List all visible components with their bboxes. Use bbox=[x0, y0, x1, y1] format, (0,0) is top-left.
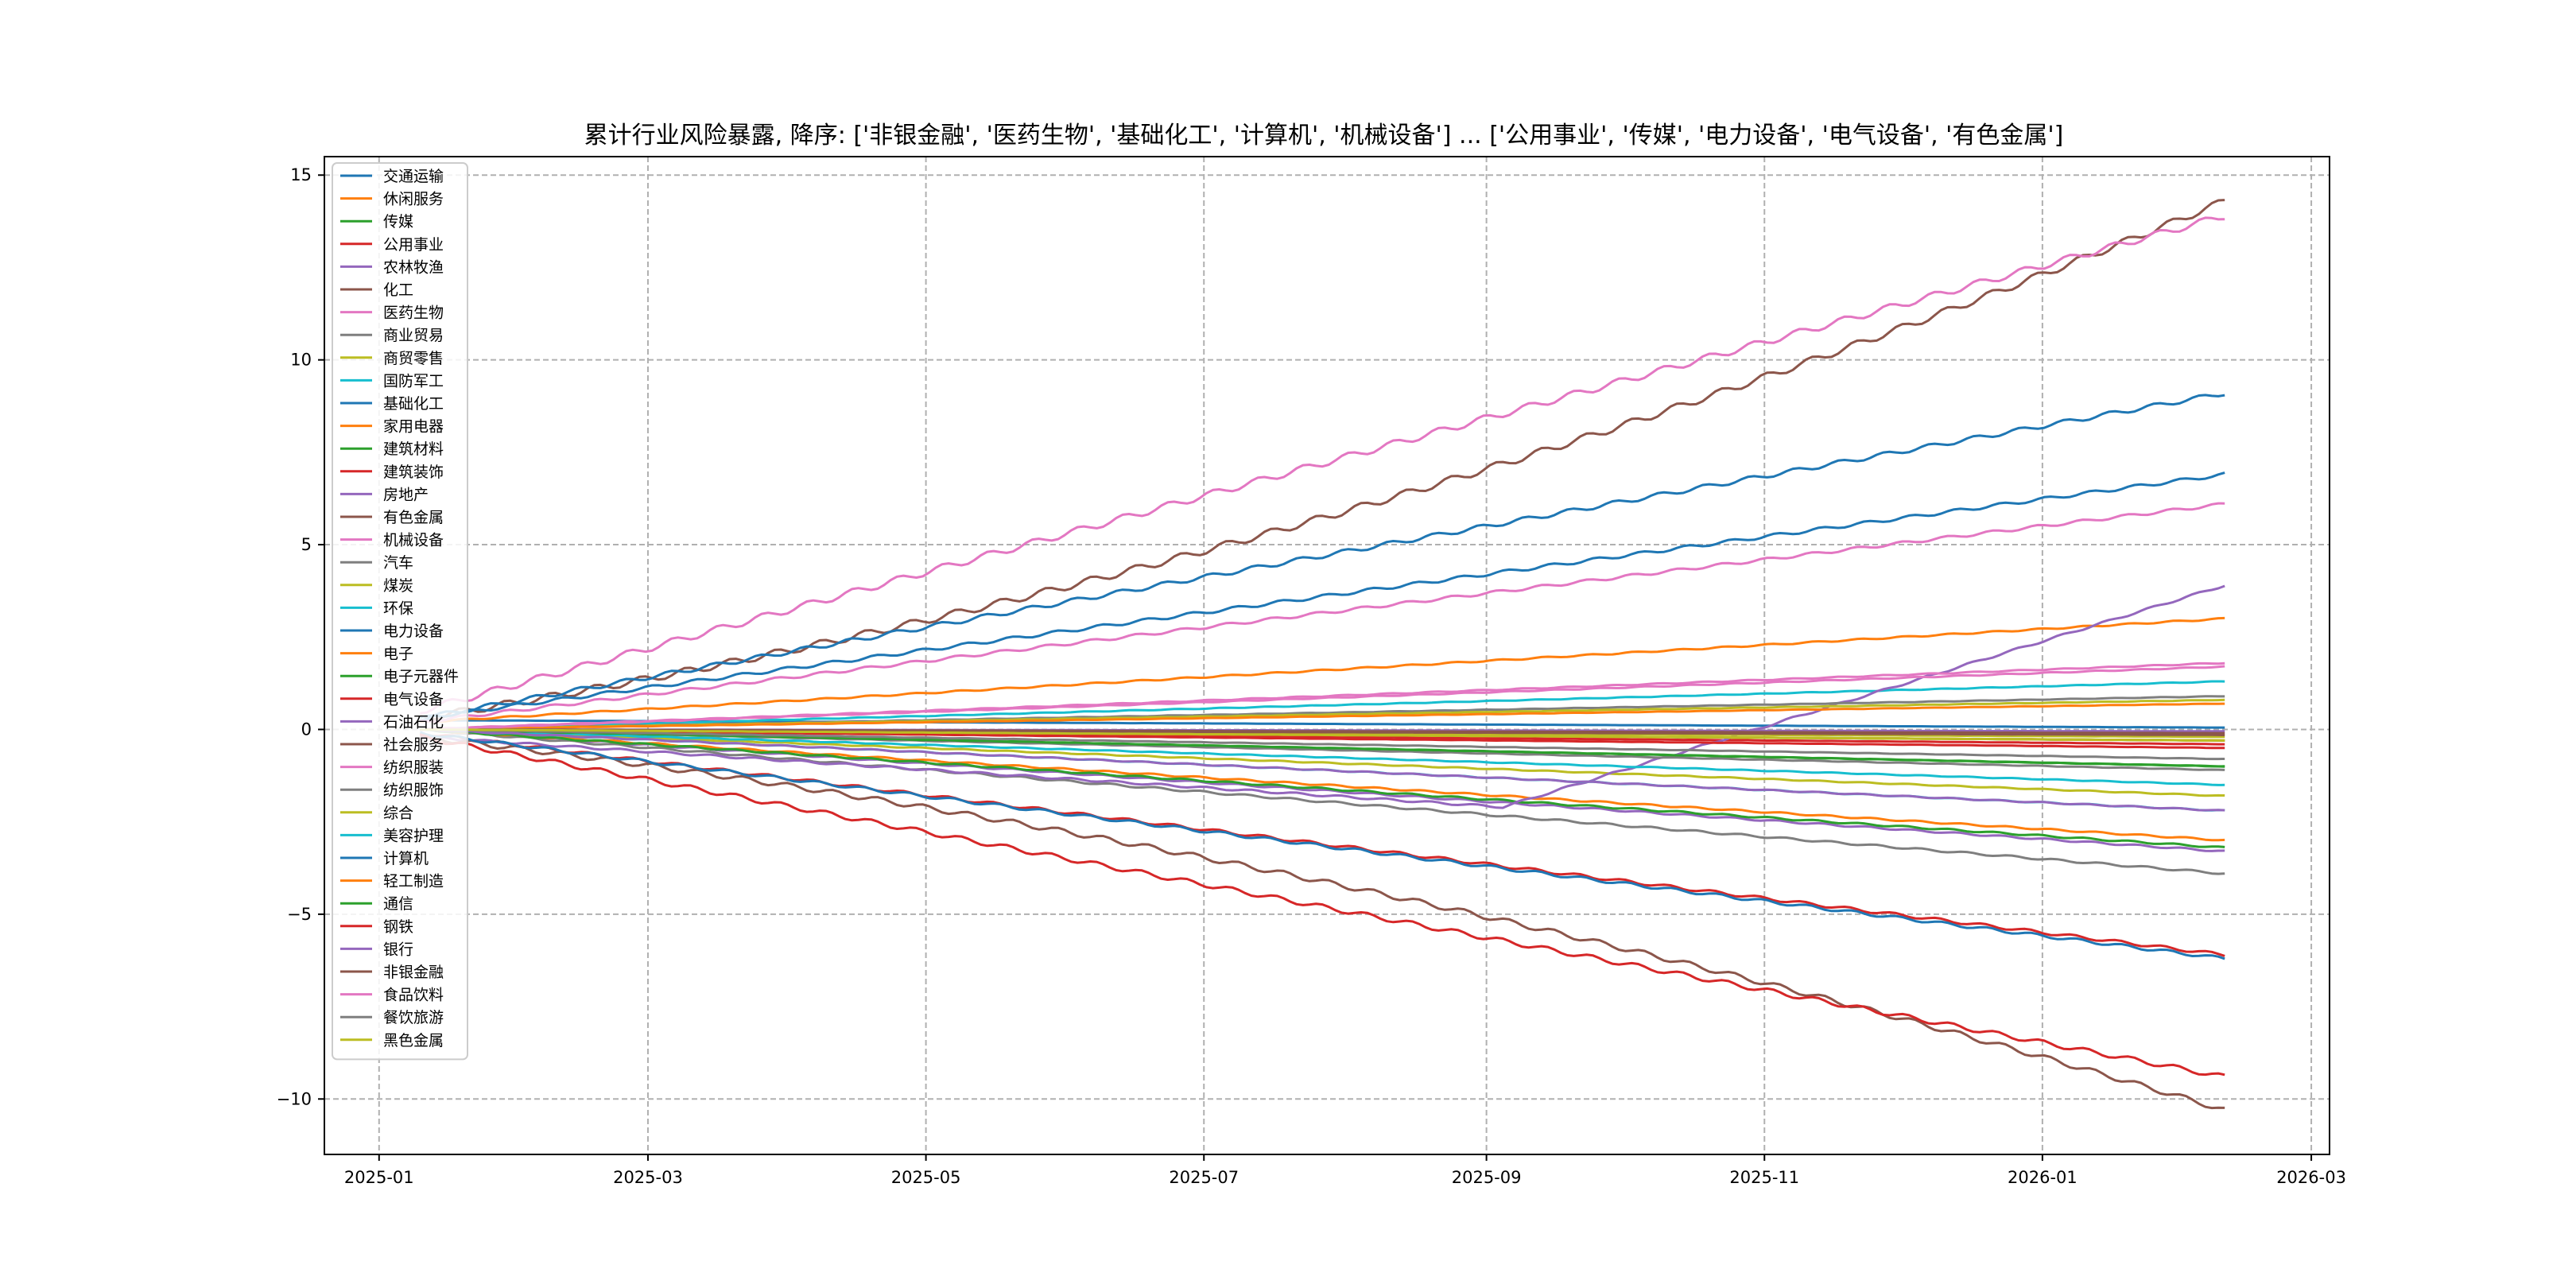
series-line bbox=[420, 728, 2225, 786]
legend-label: 煤炭 bbox=[383, 577, 413, 595]
legend-label: 商贸零售 bbox=[383, 350, 444, 367]
legend-label: 电力设备 bbox=[383, 623, 444, 640]
y-tick-label: 10 bbox=[290, 351, 312, 370]
x-tick-label: 2025-11 bbox=[1729, 1168, 1799, 1187]
x-axis: 2025-01 2025-03 2025-05 2025-07 2025-09 2025-… bbox=[344, 1154, 2346, 1187]
legend-label: 家用电器 bbox=[383, 418, 444, 436]
x-tick-label: 2025-05 bbox=[891, 1168, 961, 1187]
legend-label: 计算机 bbox=[383, 850, 429, 867]
legend-label: 非银金融 bbox=[383, 964, 444, 981]
legend-label: 农林牧渔 bbox=[383, 258, 444, 276]
legend-label: 纺织服装 bbox=[383, 759, 444, 777]
legend-label: 建筑材料 bbox=[383, 440, 444, 458]
series-line bbox=[420, 728, 2225, 875]
x-tick-label: 2025-09 bbox=[1452, 1168, 1522, 1187]
legend-label: 环保 bbox=[383, 599, 413, 617]
series-line bbox=[420, 502, 2225, 723]
legend-label: 轻工制造 bbox=[383, 873, 444, 890]
series-line bbox=[420, 471, 2225, 719]
legend-label: 食品饮料 bbox=[383, 987, 444, 1004]
series-line bbox=[419, 733, 2225, 1077]
legend-label: 餐饮旅游 bbox=[383, 1009, 444, 1026]
series-line bbox=[420, 680, 2225, 731]
legend-label: 社会服务 bbox=[383, 736, 444, 754]
legend-label: 纺织服饰 bbox=[383, 782, 444, 799]
legend-label: 商业贸易 bbox=[383, 327, 444, 344]
series-line bbox=[420, 734, 2225, 1110]
series-line bbox=[420, 728, 2225, 750]
legend-label: 通信 bbox=[383, 895, 413, 913]
x-tick-label: 2026-03 bbox=[2276, 1168, 2346, 1187]
legend-label: 化工 bbox=[383, 281, 413, 299]
legend-label: 黑色金属 bbox=[383, 1032, 444, 1049]
x-tick-label: 2026-01 bbox=[2008, 1168, 2077, 1187]
legend-label: 石油石化 bbox=[383, 713, 444, 731]
series-line bbox=[420, 216, 2225, 715]
legend-label: 国防军工 bbox=[383, 372, 444, 390]
series-line bbox=[420, 727, 2225, 848]
legend-label: 美容护理 bbox=[383, 827, 444, 844]
legend-label: 房地产 bbox=[383, 486, 429, 503]
y-tick-label: 15 bbox=[290, 165, 312, 184]
x-tick-label: 2025-01 bbox=[344, 1168, 414, 1187]
legend-label: 电子元器件 bbox=[383, 668, 459, 685]
legend-label: 综合 bbox=[383, 805, 413, 822]
legend-label: 建筑装饰 bbox=[383, 464, 444, 481]
series-line bbox=[420, 661, 2225, 731]
legend-label: 交通运输 bbox=[383, 168, 444, 185]
legend-label: 医药生物 bbox=[383, 305, 444, 322]
y-tick-label: 0 bbox=[301, 720, 312, 739]
legend-label: 有色金属 bbox=[383, 509, 444, 526]
series-line bbox=[420, 727, 2225, 742]
legend-label: 汽车 bbox=[383, 554, 413, 572]
y-tick-label: 5 bbox=[301, 535, 312, 554]
x-tick-label: 2025-07 bbox=[1169, 1168, 1239, 1187]
series-line bbox=[420, 702, 2225, 731]
legend-label: 银行 bbox=[383, 941, 413, 958]
legend-label: 休闲服务 bbox=[383, 191, 444, 208]
series-line bbox=[419, 731, 2225, 960]
y-axis: −10 −5 0 5 10 15 bbox=[277, 165, 324, 1108]
series-line bbox=[420, 394, 2225, 722]
series-line bbox=[420, 727, 2225, 761]
chart-title: 累计行业风险暴露, 降序: ['非银金融', '医药生物', '基础化工', '… bbox=[584, 122, 2064, 149]
y-tick-label: −10 bbox=[277, 1089, 312, 1108]
legend-label: 电子 bbox=[383, 646, 413, 663]
series-line bbox=[420, 727, 2225, 812]
series-line bbox=[420, 616, 2225, 724]
x-tick-label: 2025-03 bbox=[613, 1168, 683, 1187]
legend-label: 基础化工 bbox=[383, 395, 444, 413]
legend: 交通运输休闲服务传媒公用事业农林牧渔化工医药生物商业贸易商贸零售国防军工基础化工… bbox=[332, 162, 468, 1061]
legend-label: 传媒 bbox=[383, 213, 413, 231]
plot-frame bbox=[324, 156, 2330, 1155]
legend-label: 公用事业 bbox=[383, 236, 444, 254]
y-tick-label: −5 bbox=[287, 905, 312, 924]
legend-label: 机械设备 bbox=[383, 532, 444, 549]
legend-label: 钢铁 bbox=[383, 918, 413, 936]
legend-label: 电气设备 bbox=[383, 691, 444, 708]
series-lines bbox=[419, 199, 2225, 1110]
series-line bbox=[420, 727, 2225, 797]
